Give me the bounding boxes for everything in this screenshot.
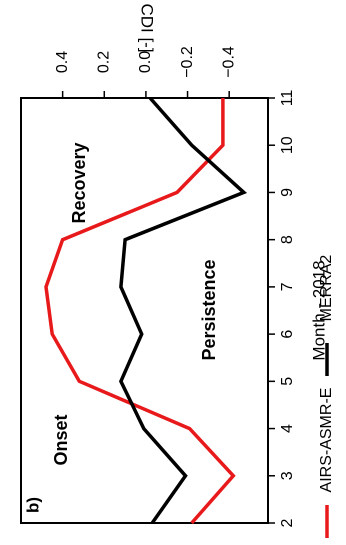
legend-merra2-label: MERRA2 (318, 255, 335, 322)
y-tick-label: −0.4 (220, 46, 237, 78)
annotation-persistence: Persistence (199, 259, 219, 360)
annotation-onset: Onset (51, 414, 71, 465)
y-tick-label: 0.4 (54, 51, 71, 73)
series-line-merra2 (118, 96, 248, 525)
plot-area (20, 97, 269, 524)
x-tick-label: 8 (279, 235, 296, 244)
x-tick-label: 6 (279, 330, 296, 339)
series-line-airs-asmr-e (44, 98, 236, 525)
axes: 2 3 4 5 6 7 8 9 10 11 0.4 0.2 0.0 −0.2 −0.4 Month - 201… (54, 3, 329, 527)
y-tick-label: 0.2 (95, 51, 112, 73)
y-tick-label: 0.0 (137, 51, 154, 73)
y-axis-title: CDI [-] (137, 3, 156, 52)
x-tick-label: 7 (279, 282, 296, 291)
x-tick-label: 9 (279, 188, 296, 197)
labels: b) Onset Persistence Recovery (23, 142, 218, 513)
x-axis-title: Month - 2018 (309, 260, 328, 360)
x-tick-label: 11 (279, 90, 296, 107)
series-lines (44, 96, 248, 525)
legend: AIRS-ASMR-E MERRA2 (318, 255, 335, 538)
x-tick-label: 10 (279, 136, 296, 154)
x-tick-label: 5 (279, 377, 296, 386)
x-tick-label: 4 (279, 424, 296, 433)
annotation-recovery: Recovery (69, 142, 89, 223)
panel-label: b) (23, 497, 42, 513)
plot-frame (20, 97, 269, 524)
legend-airs-asmr-e-label: AIRS-ASMR-E (318, 388, 335, 493)
x-tick-label: 2 (279, 518, 296, 527)
x-tick-label: 3 (279, 471, 296, 480)
y-tick-label: −0.2 (179, 46, 196, 78)
